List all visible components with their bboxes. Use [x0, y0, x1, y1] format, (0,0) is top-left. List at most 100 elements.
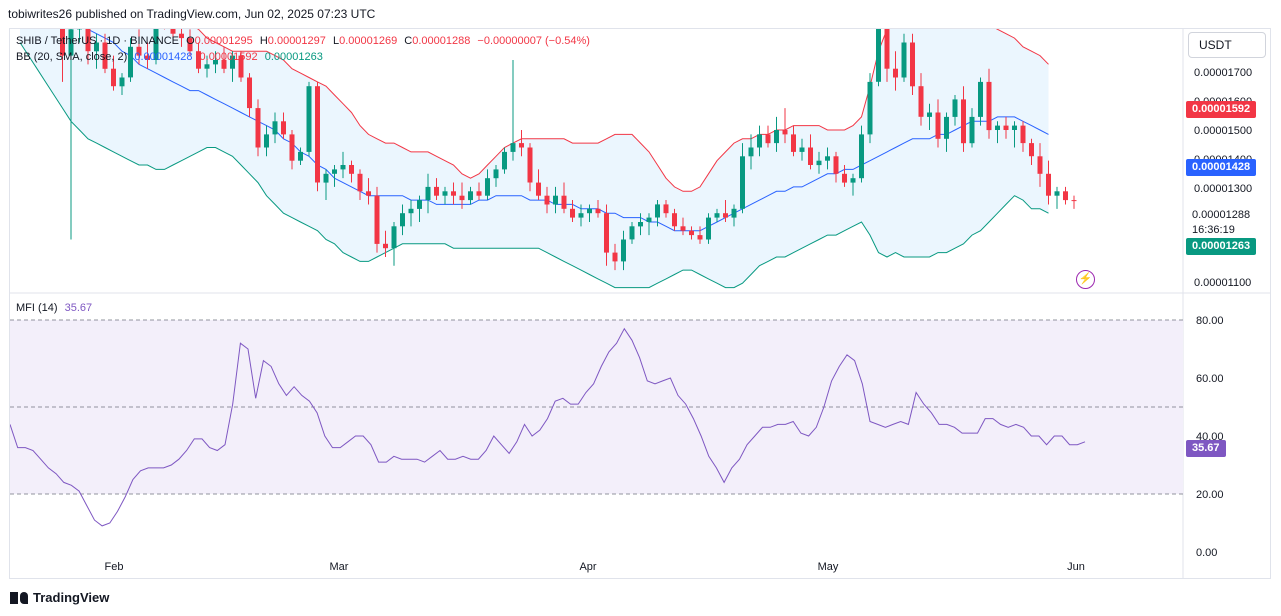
candle[interactable] — [876, 25, 881, 82]
candle[interactable] — [799, 147, 805, 152]
candle[interactable] — [663, 204, 669, 214]
candle[interactable] — [111, 68, 116, 87]
mfi-pane[interactable] — [10, 319, 1183, 527]
candle[interactable] — [213, 60, 218, 65]
lightning-icon[interactable]: ⚡ — [1076, 270, 1095, 289]
candle[interactable] — [247, 77, 252, 109]
candle[interactable] — [238, 55, 244, 78]
candle[interactable] — [714, 213, 720, 218]
candle[interactable] — [910, 42, 915, 87]
candle[interactable] — [230, 55, 235, 69]
candle[interactable] — [961, 99, 966, 144]
candle[interactable] — [697, 235, 703, 240]
candle[interactable] — [153, 16, 159, 60]
candle[interactable] — [1037, 156, 1043, 174]
candle[interactable] — [119, 77, 125, 87]
candle[interactable] — [179, 33, 184, 39]
candle[interactable] — [204, 64, 210, 69]
candle[interactable] — [264, 134, 269, 148]
candle[interactable] — [425, 186, 431, 200]
candle[interactable] — [561, 195, 567, 209]
candle[interactable] — [391, 226, 397, 249]
candle[interactable] — [349, 165, 354, 174]
candle[interactable] — [408, 208, 414, 214]
candle[interactable] — [765, 134, 771, 144]
candle[interactable] — [918, 86, 924, 117]
candle[interactable] — [672, 213, 677, 227]
candle[interactable] — [901, 42, 907, 78]
candle[interactable] — [774, 130, 779, 144]
candle[interactable] — [893, 68, 898, 78]
currency-selector[interactable]: USDT — [1188, 32, 1266, 58]
candle[interactable] — [493, 169, 499, 179]
candle[interactable] — [536, 182, 541, 196]
candle[interactable] — [791, 134, 796, 152]
candle[interactable] — [927, 112, 932, 117]
candle[interactable] — [400, 213, 405, 227]
bb-legend[interactable]: BB (20, SMA, close, 2) 0.00001428 0.0000… — [16, 51, 327, 63]
candle[interactable] — [60, 0, 65, 56]
candle[interactable] — [357, 173, 363, 192]
candle[interactable] — [1029, 143, 1034, 157]
mfi-line[interactable] — [10, 327, 1086, 527]
candle[interactable] — [731, 208, 737, 218]
candle[interactable] — [306, 86, 312, 152]
candle[interactable] — [740, 156, 745, 209]
candle[interactable] — [459, 195, 465, 201]
candle[interactable] — [986, 81, 992, 131]
candle[interactable] — [298, 151, 303, 161]
candle[interactable] — [884, 25, 890, 69]
candle[interactable] — [825, 156, 830, 161]
candle[interactable] — [748, 147, 754, 157]
candle[interactable] — [162, 16, 167, 20]
candle[interactable] — [221, 60, 227, 69]
candle[interactable] — [578, 213, 584, 218]
candle[interactable] — [170, 21, 176, 34]
candle[interactable] — [595, 208, 601, 214]
bb-basis-line[interactable] — [20, 0, 1049, 232]
candle[interactable] — [544, 195, 550, 205]
candle[interactable] — [366, 191, 371, 196]
candle[interactable] — [1012, 125, 1017, 130]
candle[interactable] — [94, 42, 99, 52]
candle[interactable] — [417, 200, 422, 209]
candle[interactable] — [323, 173, 329, 183]
candle[interactable] — [527, 147, 533, 183]
mfi-label[interactable]: MFI (14) — [16, 302, 58, 314]
candle[interactable] — [587, 208, 592, 214]
candle[interactable] — [281, 121, 286, 135]
candle[interactable] — [1054, 191, 1060, 196]
symbol-legend[interactable]: SHIB / TetherUS · 1D · BINANCE O0.000012… — [16, 35, 594, 47]
candle[interactable] — [757, 134, 762, 148]
bb-lower-line[interactable] — [19, 42, 1049, 289]
candle[interactable] — [374, 195, 380, 244]
candle[interactable] — [451, 191, 456, 196]
candle[interactable] — [1020, 125, 1026, 144]
mfi-legend[interactable]: MFI (14) 35.67 — [16, 302, 96, 314]
candle[interactable] — [77, 21, 82, 30]
candle[interactable] — [510, 143, 516, 152]
candle[interactable] — [782, 130, 788, 135]
candle[interactable] — [502, 151, 507, 170]
candle[interactable] — [612, 252, 618, 262]
candle[interactable] — [383, 243, 388, 249]
candle[interactable] — [978, 81, 983, 117]
candle[interactable] — [272, 121, 278, 135]
bb-label[interactable]: BB (20, SMA, close, 2) — [16, 51, 128, 63]
candle[interactable] — [196, 51, 201, 69]
candle[interactable] — [655, 204, 660, 218]
candle[interactable] — [485, 178, 490, 196]
candle[interactable] — [604, 213, 609, 253]
candle[interactable] — [808, 147, 813, 166]
candle[interactable] — [816, 160, 822, 166]
candle[interactable] — [68, 29, 74, 56]
candle[interactable] — [1003, 125, 1009, 130]
candle[interactable] — [102, 42, 108, 69]
candle[interactable] — [842, 173, 847, 183]
candle[interactable] — [255, 108, 261, 148]
tradingview-brand[interactable]: TradingView — [10, 590, 109, 605]
symbol-title[interactable]: SHIB / TetherUS · 1D · BINANCE — [16, 35, 180, 47]
candle[interactable] — [1063, 191, 1068, 201]
candle[interactable] — [187, 38, 193, 52]
